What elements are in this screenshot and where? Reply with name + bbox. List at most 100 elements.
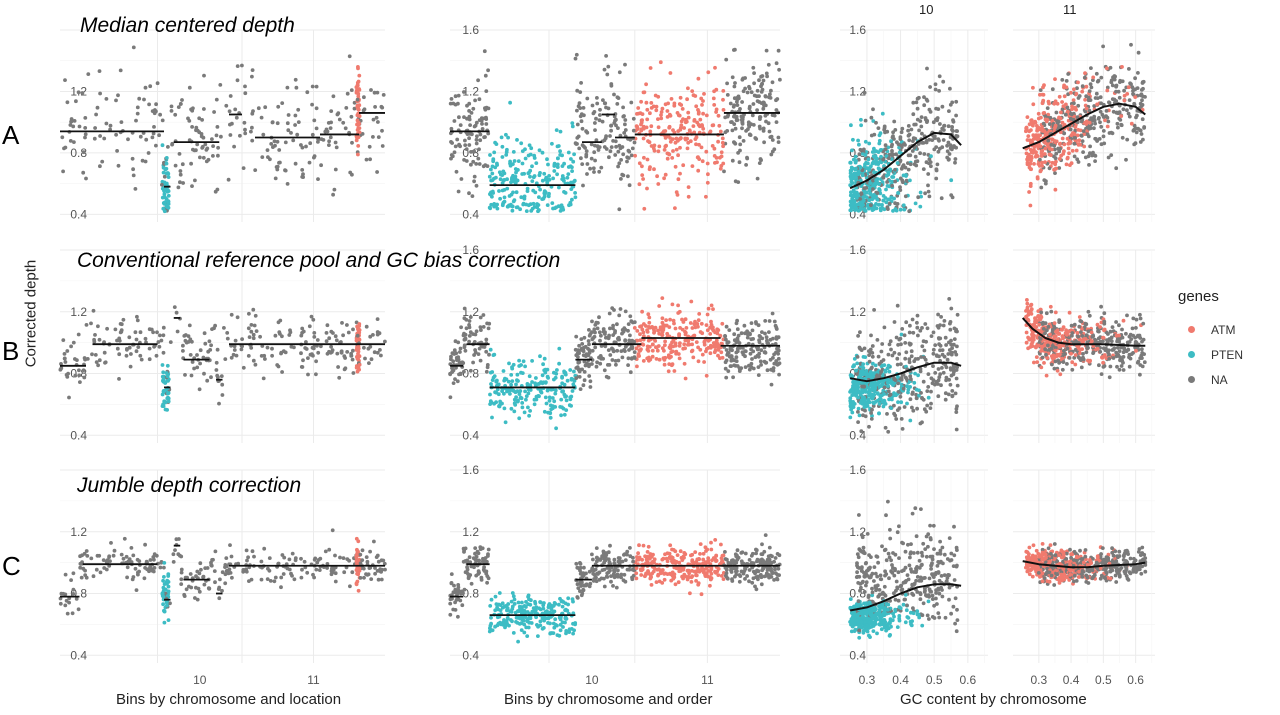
data-point-na [229,355,234,360]
data-point-na [577,101,582,105]
data-point-na [915,325,920,330]
data-point-na [617,313,622,318]
data-point-na [1132,142,1137,147]
data-point-pten [848,160,853,165]
data-point-na [160,182,164,187]
data-point-atm [1095,102,1099,107]
data-point-na [627,183,632,188]
data-point-na [1138,128,1142,133]
data-point-na [941,323,946,328]
data-point-na [1096,116,1101,121]
data-point-na [620,331,624,336]
data-point-na [134,337,139,342]
data-point-atm [639,122,643,127]
data-point-na [582,378,587,383]
data-point-na [286,113,291,117]
data-point-atm [668,317,672,322]
data-point-atm [657,357,662,362]
data-point-na [368,344,373,349]
data-point-na [763,331,767,336]
data-point-na [83,357,87,362]
data-point-pten [882,392,886,396]
data-point-na [623,344,628,349]
data-point-na [449,153,454,157]
data-point-atm [652,143,657,148]
data-point-na [891,134,895,139]
data-point-na [484,89,489,93]
data-point-na [616,336,620,341]
data-point-na [617,143,622,148]
data-point-na [759,74,763,79]
data-point-na [186,334,191,338]
data-point-na [469,162,473,167]
data-point-na [303,346,308,350]
data-point-na [758,115,762,119]
data-point-na [331,94,336,99]
data-point-na [147,357,152,362]
data-point-na [181,349,185,353]
data-point-na [737,366,742,370]
data-point-na [1087,108,1092,113]
data-point-pten [872,193,876,197]
data-point-na [952,342,956,347]
data-point-atm [638,332,642,337]
data-point-na [293,161,298,166]
data-point-na [937,375,942,379]
data-point-pten [506,388,511,393]
data-point-pten [541,362,545,367]
data-point-na [906,124,911,128]
data-point-na [855,372,860,376]
data-point-pten [542,171,547,176]
data-point-atm [660,320,665,325]
data-point-pten [849,165,854,170]
data-point-pten [896,400,900,404]
data-point-na [1087,163,1091,167]
data-point-na [629,100,634,105]
data-point-na [869,115,874,120]
data-point-atm [645,186,649,191]
data-point-na [351,327,355,332]
data-point-na [917,128,921,133]
data-point-na [197,387,202,392]
data-point-na [880,342,885,346]
data-point-na [886,429,891,434]
data-point-na [759,348,764,353]
data-point-pten [519,370,523,375]
data-point-na [286,128,291,133]
data-point-pten [538,387,543,392]
data-point-na [1121,107,1126,112]
data-point-na [589,156,594,161]
data-point-na [63,360,68,364]
data-point-pten [521,359,526,364]
data-point-na [260,155,265,160]
data-point-atm [654,108,659,113]
data-point-na [449,126,454,131]
data-point-na [735,327,740,332]
data-point-na [730,158,735,163]
data-point-na [952,337,957,341]
data-point-pten [548,415,553,420]
data-point-pten [532,174,537,178]
data-point-na [211,154,215,158]
data-point-atm [713,348,718,353]
data-point-na [1080,84,1085,89]
data-point-na [478,138,483,143]
data-point-atm [1060,100,1064,104]
data-point-pten [497,404,502,409]
data-point-atm [711,307,715,311]
data-point-na [923,191,927,196]
data-point-atm [676,177,681,182]
data-point-na [1109,80,1114,85]
data-point-na [224,103,229,108]
data-point-na [594,364,599,369]
data-point-na [926,183,930,188]
data-point-atm [1070,107,1074,112]
data-point-na [345,350,350,354]
data-point-na [1060,367,1065,372]
data-point-pten [528,409,532,413]
data-point-na [209,375,213,380]
data-point-atm [1026,134,1031,139]
data-point-atm [653,93,658,98]
data-point-na [613,329,617,333]
data-point-na [903,165,908,170]
